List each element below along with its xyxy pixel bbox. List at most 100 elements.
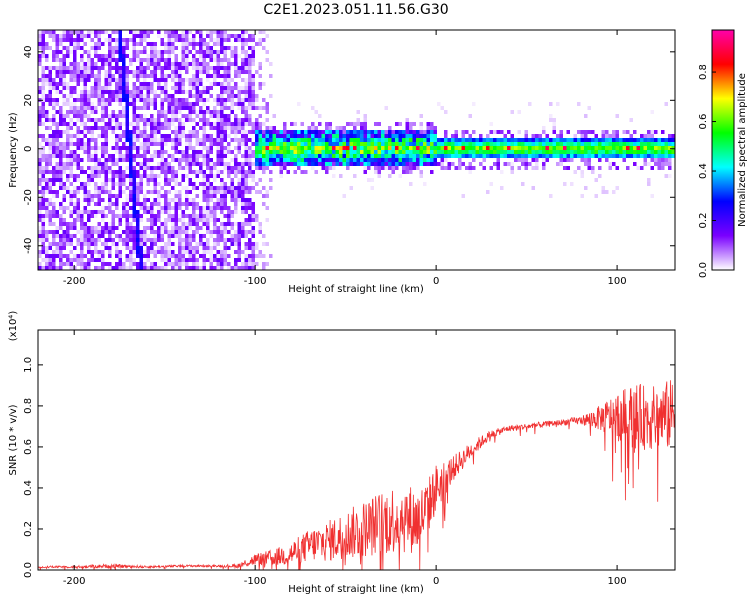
heatmap-cell [363, 154, 367, 158]
heatmap-cell [167, 234, 171, 238]
heatmap-cell [76, 258, 80, 262]
heatmap-y-tick-label: 40 [23, 45, 34, 58]
heatmap-cell [66, 206, 70, 210]
heatmap-cell [472, 102, 476, 106]
heatmap-cell [244, 106, 248, 110]
heatmap-cell [143, 94, 147, 98]
heatmap-cell [167, 94, 171, 98]
heatmap-cell [622, 130, 626, 134]
heatmap-cell [195, 158, 199, 162]
heatmap-cell [69, 210, 73, 214]
heatmap-cell [244, 190, 248, 194]
heatmap-cell [461, 154, 465, 158]
heatmap-cell [55, 266, 59, 270]
heatmap-cell [209, 54, 213, 58]
heatmap-cell [237, 182, 241, 186]
heatmap-cell [48, 78, 52, 82]
heatmap-cell [48, 230, 52, 234]
heatmap-cell [104, 70, 108, 74]
heatmap-cell [349, 158, 353, 162]
heatmap-cell [83, 90, 87, 94]
heatmap-cell [199, 126, 203, 130]
heatmap-cell [332, 158, 336, 162]
heatmap-cell [563, 182, 567, 186]
heatmap-cell [209, 30, 213, 34]
heatmap-cell [101, 198, 105, 202]
heatmap-cell [559, 138, 563, 142]
heatmap-cell [388, 130, 392, 134]
heatmap-cell [594, 178, 598, 182]
heatmap-cell [388, 142, 392, 146]
heatmap-cell [59, 90, 63, 94]
heatmap-cell [108, 94, 112, 98]
heatmap-cell [139, 94, 143, 98]
heatmap-cell [342, 194, 346, 198]
heatmap-cell [412, 142, 416, 146]
heatmap-cell [234, 66, 238, 70]
heatmap-cell [216, 202, 220, 206]
heatmap-cell [132, 202, 136, 206]
heatmap-cell [101, 170, 105, 174]
heatmap-cell [97, 42, 101, 46]
heatmap-cell [251, 234, 255, 238]
heatmap-cell [171, 122, 175, 126]
heatmap-cell [185, 266, 189, 270]
heatmap-cell [171, 166, 175, 170]
heatmap-cell [73, 90, 77, 94]
heatmap-cell [38, 58, 42, 62]
heatmap-cell [255, 214, 259, 218]
heatmap-cell [500, 138, 504, 142]
heatmap-cell [178, 38, 182, 42]
heatmap-cell [244, 162, 248, 166]
heatmap-cell [153, 266, 157, 270]
heatmap-cell [192, 34, 196, 38]
heatmap-cell [132, 166, 136, 170]
heatmap-cell [237, 166, 241, 170]
heatmap-cell [398, 158, 402, 162]
heatmap-cell [66, 50, 70, 54]
heatmap-cell [304, 154, 308, 158]
heatmap-cell [192, 258, 196, 262]
heatmap-cell [531, 158, 535, 162]
heatmap-cell [80, 158, 84, 162]
heatmap-cell [612, 146, 616, 150]
heatmap-cell [41, 258, 45, 262]
heatmap-cell [62, 182, 66, 186]
heatmap-cell [251, 254, 255, 258]
heatmap-cell [80, 250, 84, 254]
heatmap-cell [73, 78, 77, 82]
heatmap-cell [73, 106, 77, 110]
heatmap-cell [216, 66, 220, 70]
heatmap-cell [580, 142, 584, 146]
heatmap-cell [118, 54, 122, 58]
heatmap-cell [132, 94, 136, 98]
heatmap-cell [185, 158, 189, 162]
heatmap-cell [174, 190, 178, 194]
heatmap-cell [45, 230, 49, 234]
heatmap-cell [223, 182, 227, 186]
colorbar-ticks: 0.00.20.40.60.8 [698, 64, 716, 278]
heatmap-cell [241, 170, 245, 174]
heatmap-cell [153, 218, 157, 222]
heatmap-cell [594, 142, 598, 146]
heatmap-cell [213, 166, 217, 170]
heatmap-cell [38, 238, 42, 242]
heatmap-cell [129, 174, 133, 178]
heatmap-cell [41, 230, 45, 234]
heatmap-cell [104, 54, 108, 58]
heatmap-cell [395, 130, 399, 134]
heatmap-cell [577, 166, 581, 170]
heatmap-cell [279, 130, 283, 134]
heatmap-cell [118, 114, 122, 118]
heatmap-cell [213, 54, 217, 58]
heatmap-cell [241, 138, 245, 142]
heatmap-cell [528, 146, 532, 150]
heatmap-cell [202, 138, 206, 142]
heatmap-cell [199, 62, 203, 66]
heatmap-cell [101, 234, 105, 238]
heatmap-cell [430, 150, 434, 154]
heatmap-cell [234, 134, 238, 138]
heatmap-cell [132, 178, 136, 182]
heatmap-cell [157, 206, 161, 210]
heatmap-cell [206, 178, 210, 182]
